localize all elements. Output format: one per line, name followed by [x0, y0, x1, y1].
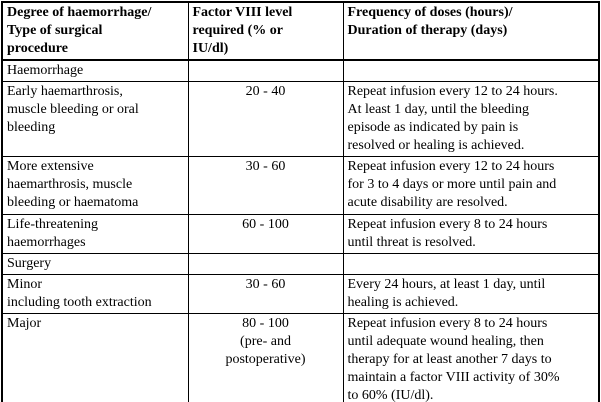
table-row-major-surgery: Major 80 - 100 (pre- and postoperative) … — [1, 313, 600, 402]
cell-frequency — [342, 59, 600, 82]
cell-degree: Haemorrhage — [1, 59, 189, 82]
cell-level — [187, 59, 344, 82]
cell-frequency: Repeat infusion every 8 to 24 hours unti… — [342, 313, 600, 402]
header-level: Factor VIII level required (% or IU/dl) — [187, 1, 344, 61]
header-degree: Degree of haemorrhage/ Type of surgical … — [1, 1, 189, 61]
table-row-early-haemarthrosis: Early haemarthrosis, muscle bleeding or … — [1, 81, 600, 157]
table-row-life-threatening: Life-threatening haemorrhages 60 - 100 R… — [1, 214, 600, 254]
cell-degree: Minor including tooth extraction — [1, 274, 189, 314]
cell-degree: Life-threatening haemorrhages — [1, 214, 189, 254]
cell-degree: Major — [1, 313, 189, 402]
cell-frequency — [342, 253, 600, 275]
cell-level: 30 - 60 — [187, 274, 344, 314]
cell-level: 60 - 100 — [187, 214, 344, 254]
cell-frequency: Repeat infusion every 8 to 24 hours unti… — [342, 214, 600, 254]
cell-frequency: Repeat infusion every 12 to 24 hours for… — [342, 156, 600, 215]
cell-degree: More extensive haemarthrosis, muscle ble… — [1, 156, 189, 215]
cell-level: 20 - 40 — [187, 81, 344, 157]
cell-degree: Surgery — [1, 253, 189, 275]
cell-level — [187, 253, 344, 275]
cell-frequency: Repeat infusion every 12 to 24 hours. At… — [342, 81, 600, 157]
header-row: Degree of haemorrhage/ Type of surgical … — [1, 1, 600, 61]
cell-level: 80 - 100 (pre- and postoperative) — [187, 313, 344, 402]
table-row-minor-surgery: Minor including tooth extraction 30 - 60… — [1, 274, 600, 314]
section-row-surgery: Surgery — [1, 253, 600, 275]
cell-degree: Early haemarthrosis, muscle bleeding or … — [1, 81, 189, 157]
table-row-more-extensive: More extensive haemarthrosis, muscle ble… — [1, 156, 600, 215]
section-row-haemorrhage: Haemorrhage — [1, 59, 600, 82]
cell-level: 30 - 60 — [187, 156, 344, 215]
header-frequency: Frequency of doses (hours)/ Duration of … — [342, 1, 600, 61]
cell-frequency: Every 24 hours, at least 1 day, until he… — [342, 274, 600, 314]
